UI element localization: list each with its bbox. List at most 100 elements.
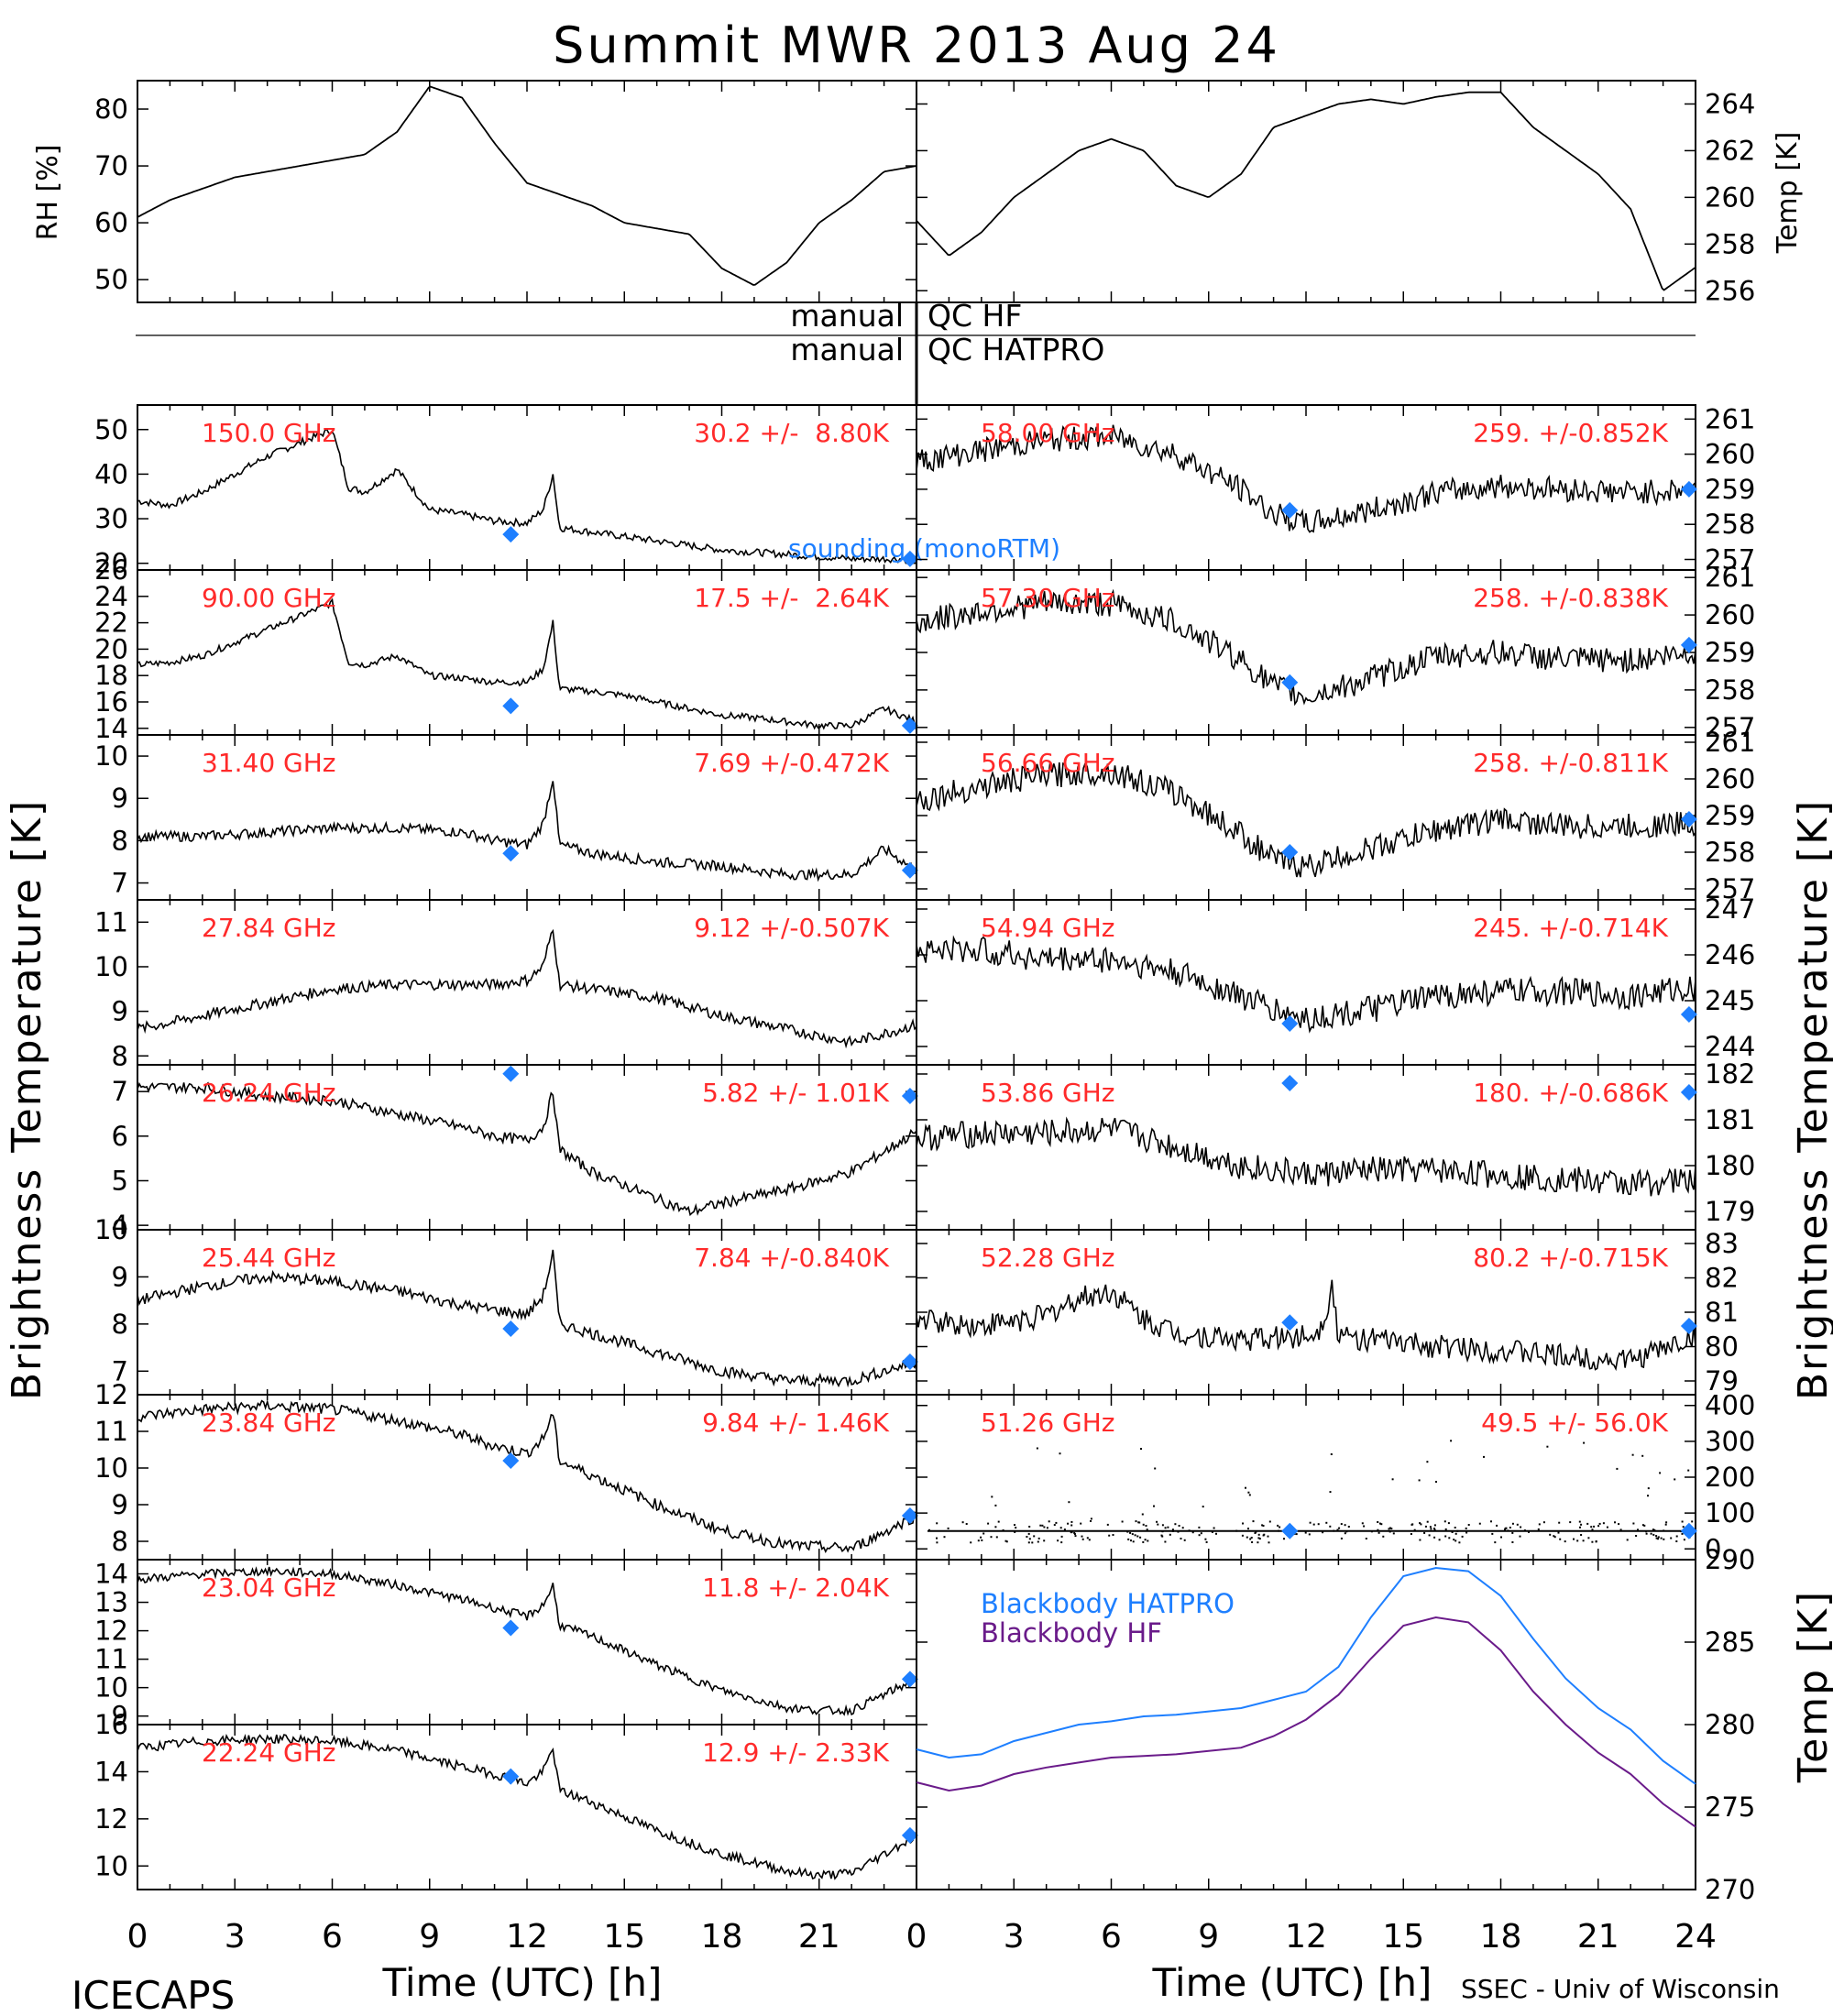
sounding-marker xyxy=(901,1088,918,1105)
data-point xyxy=(1454,1539,1457,1542)
panel-met_temp: 256 258 260 262 264 xyxy=(916,80,1755,306)
data-point xyxy=(1028,1526,1031,1528)
data-point xyxy=(1616,1467,1619,1470)
panel-frame xyxy=(137,80,917,303)
data-point xyxy=(1014,1530,1016,1533)
channel-label: 25.44 GHz xyxy=(202,1243,336,1273)
data-point xyxy=(1461,1535,1464,1538)
y-tick-label: 20 xyxy=(94,633,128,664)
channel-label: 23.84 GHz xyxy=(202,1408,336,1438)
data-point xyxy=(1538,1523,1541,1526)
panel-57: 257 258 259 260 261 57.30 GHz 258. +/-0.838K xyxy=(916,562,1755,743)
data-point xyxy=(1204,1538,1207,1540)
y-tick-label: 60 xyxy=(94,207,128,238)
data-point xyxy=(1444,1535,1447,1538)
panel-53: 179 180 181 182 53.86 GHz 180. +/-0.686K xyxy=(916,1058,1755,1231)
channel-stat: 49.5 +/- 56.0K xyxy=(1481,1408,1668,1438)
data-point xyxy=(1377,1521,1379,1523)
data-point xyxy=(1257,1533,1260,1536)
data-point xyxy=(1277,1524,1279,1527)
data-point xyxy=(1088,1539,1091,1541)
y-tick-label: 5 xyxy=(112,1165,128,1196)
sounding-marker xyxy=(502,1619,520,1637)
data-point xyxy=(1670,1537,1673,1539)
x-tick-label: 0 xyxy=(127,1918,148,1956)
bt-right-axis-title: Brightness Temperature [K] xyxy=(1790,799,1833,1400)
channel-stat: 245. +/-0.714K xyxy=(1473,913,1668,943)
data-point xyxy=(1060,1535,1063,1538)
y-tick-label: 11 xyxy=(94,1416,128,1447)
data-point xyxy=(1546,1445,1549,1448)
series-line xyxy=(137,1566,917,1716)
data-point xyxy=(1059,1452,1061,1455)
data-point xyxy=(1142,1540,1145,1543)
data-point xyxy=(1618,1523,1620,1526)
data-point xyxy=(1496,1524,1498,1527)
sounding-marker xyxy=(1680,811,1697,827)
data-point xyxy=(1262,1525,1265,1527)
y-tick-label: 259 xyxy=(1705,474,1755,505)
x-tick-label: 3 xyxy=(1004,1918,1025,1956)
data-point xyxy=(1344,1524,1346,1527)
data-point xyxy=(1130,1539,1132,1542)
data-point xyxy=(1652,1528,1654,1531)
data-point xyxy=(980,1536,982,1539)
x-tick-label: 3 xyxy=(225,1918,246,1956)
data-point xyxy=(1191,1531,1194,1534)
data-point xyxy=(1108,1534,1111,1537)
y-tick-label: 7 xyxy=(112,1355,128,1386)
data-point xyxy=(936,1541,938,1544)
data-point xyxy=(1418,1479,1421,1482)
data-point xyxy=(1660,1537,1663,1539)
channel-label: 58.00 GHz xyxy=(981,418,1115,448)
data-point xyxy=(1242,1522,1244,1525)
channel-label: 51.26 GHz xyxy=(981,1408,1115,1438)
data-point xyxy=(1424,1525,1427,1528)
qc-right-label-2: QC HATPRO xyxy=(927,332,1104,367)
data-point xyxy=(1663,1529,1665,1532)
data-point xyxy=(1553,1535,1555,1538)
data-point xyxy=(1586,1522,1589,1525)
data-point xyxy=(1268,1520,1271,1523)
data-point xyxy=(1598,1522,1601,1525)
data-point xyxy=(1363,1525,1366,1528)
y-tick-label: 257 xyxy=(1705,544,1755,575)
sounding-marker xyxy=(901,1826,918,1844)
data-point xyxy=(1161,1535,1164,1538)
data-point xyxy=(1675,1535,1678,1538)
channel-label: 26.24 GHz xyxy=(202,1078,336,1108)
panel-56: 257 258 259 260 261 56.66 GHz 258. +/-0.811K xyxy=(916,727,1755,904)
data-point xyxy=(1046,1527,1048,1529)
series-line xyxy=(916,588,1696,707)
channel-stat: 9.84 +/- 1.46K xyxy=(702,1408,889,1438)
data-point xyxy=(1410,1523,1413,1526)
data-point xyxy=(1268,1541,1270,1544)
data-point xyxy=(1246,1536,1248,1539)
data-point xyxy=(1063,1528,1066,1531)
y-tick-label: 400 xyxy=(1705,1390,1755,1421)
y-tick-label: 259 xyxy=(1705,800,1755,831)
data-point xyxy=(1067,1522,1070,1525)
data-point xyxy=(1257,1537,1260,1539)
channel-stat: 11.8 +/- 2.04K xyxy=(702,1572,889,1603)
data-point xyxy=(1247,1491,1250,1494)
data-point xyxy=(1390,1528,1393,1530)
y-tick-label: 258 xyxy=(1705,228,1755,259)
series-line-hatpro xyxy=(916,1566,1696,1785)
data-point xyxy=(1157,1523,1159,1526)
data-point xyxy=(1068,1501,1070,1504)
y-tick-label: 260 xyxy=(1705,599,1755,630)
data-point xyxy=(1388,1528,1390,1530)
data-point xyxy=(1659,1472,1662,1474)
data-point xyxy=(1665,1521,1668,1524)
data-point xyxy=(1410,1533,1412,1535)
data-point xyxy=(1329,1525,1332,1528)
rh-axis-title: RH [%] xyxy=(32,145,64,241)
data-point xyxy=(1070,1531,1072,1534)
data-point xyxy=(1614,1521,1616,1524)
data-point xyxy=(1037,1540,1039,1543)
data-point xyxy=(947,1527,949,1529)
data-point xyxy=(1134,1534,1136,1537)
y-tick-label: 80 xyxy=(94,93,128,125)
data-point xyxy=(1145,1525,1147,1527)
